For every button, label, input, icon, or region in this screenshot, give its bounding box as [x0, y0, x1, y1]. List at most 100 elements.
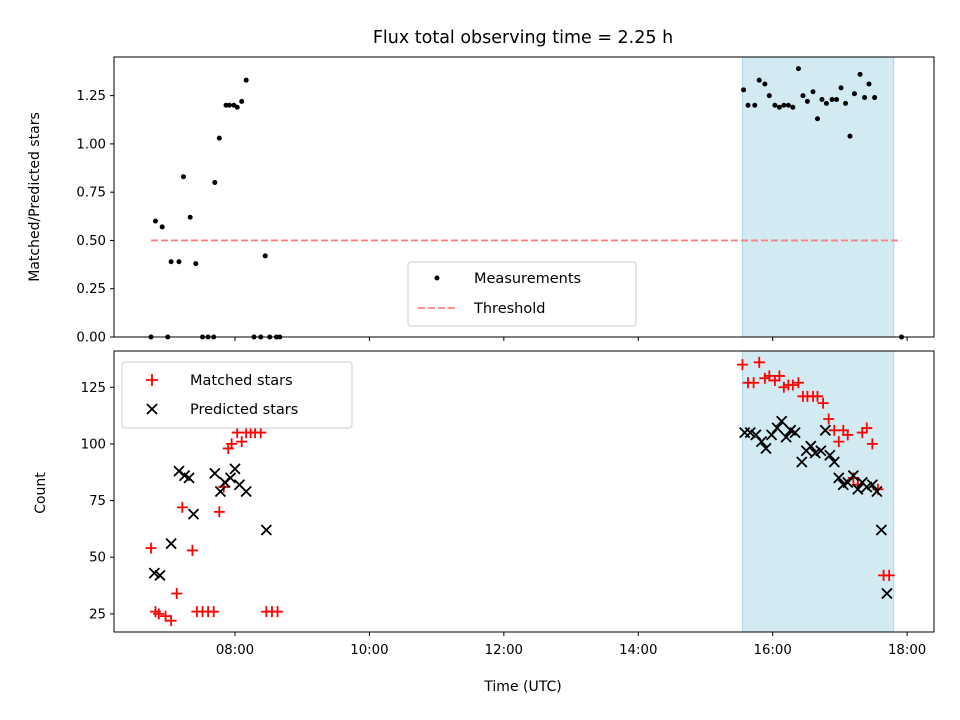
matched-star-point — [833, 436, 845, 448]
matched-star-point — [817, 397, 829, 409]
legend-predicted-marker — [146, 403, 158, 415]
measurement-point — [766, 93, 772, 99]
y-tick-label: 0.00 — [76, 331, 106, 346]
predicted-star-point — [824, 449, 836, 461]
measurement-point — [741, 87, 747, 93]
top-legend: Measurements Threshold — [407, 261, 637, 327]
predicted-star-point — [214, 485, 227, 498]
matched-star-point — [787, 379, 799, 391]
measurement-point — [847, 133, 853, 139]
matched-star-point — [145, 542, 157, 554]
measurement-point — [216, 135, 222, 141]
measurement-point — [834, 96, 840, 102]
predicted-star-point — [871, 485, 883, 498]
measurement-point — [159, 224, 165, 230]
measurement-point — [234, 104, 240, 110]
x-tick-label: 14:00 — [619, 643, 657, 658]
matched-star-point — [792, 377, 804, 389]
measurement-point — [810, 89, 816, 95]
y-tick-label: 0.25 — [76, 282, 106, 297]
measurement-point — [872, 95, 878, 101]
x-tick-label: 10:00 — [350, 643, 388, 658]
y-tick-label: 125 — [81, 381, 106, 396]
matched-star-point — [160, 610, 172, 622]
matched-star-point — [213, 506, 225, 518]
predicted-star-point — [260, 524, 272, 536]
measurement-point — [862, 95, 868, 101]
matched-star-point — [748, 377, 760, 389]
matched-star-point — [773, 370, 785, 382]
legend-measurements-marker — [434, 275, 440, 281]
matched-star-point — [823, 413, 835, 425]
matched-star-point — [272, 606, 284, 618]
highlight-span — [742, 57, 894, 337]
measurement-point — [168, 259, 174, 265]
legend-threshold-label: Threshold — [473, 301, 545, 317]
measurement-point — [843, 100, 849, 106]
top-y-axis-label: Matched/Predicted stars — [27, 112, 43, 282]
x-tick-label: 18:00 — [888, 643, 926, 658]
measurement-point — [752, 102, 758, 108]
measurement-point — [762, 81, 768, 87]
matched-star-point — [171, 587, 183, 599]
matched-star-point — [255, 427, 267, 439]
measurement-point — [800, 93, 806, 99]
predicted-star-point — [796, 456, 808, 468]
measurement-point — [226, 102, 232, 108]
predicted-star-point — [187, 508, 200, 520]
x-tick-label: 08:00 — [216, 643, 254, 658]
y-tick-label: 0.50 — [76, 234, 106, 249]
measurement-point — [781, 102, 787, 108]
matched-star-point — [226, 438, 238, 450]
predicted-star-point — [776, 415, 788, 427]
matched-star-point — [176, 501, 188, 513]
y-tick-label: 25 — [89, 607, 106, 622]
predicted-star-point — [815, 445, 827, 457]
x-axis-label: Time (UTC) — [483, 679, 561, 695]
measurement-point — [212, 180, 218, 186]
y-tick-label: 0.75 — [76, 186, 106, 201]
measurement-point — [176, 259, 182, 265]
predicted-star-point — [789, 426, 801, 439]
predicted-star-point — [828, 456, 840, 468]
measurement-point — [851, 91, 857, 97]
axes-frame — [113, 350, 935, 633]
matched-star-point — [883, 569, 895, 581]
measurement-point — [776, 104, 782, 110]
matched-star-point — [208, 606, 220, 618]
predicted-star-point — [165, 537, 177, 550]
measurement-point — [152, 218, 158, 224]
measurement-point — [785, 102, 791, 108]
axes-frame — [113, 56, 935, 338]
predicted-star-point — [819, 424, 831, 436]
predicted-star-point — [760, 442, 772, 455]
matched-star-point — [842, 429, 854, 441]
y-tick-label: 100 — [81, 437, 106, 452]
predicted-star-point — [183, 472, 195, 484]
bottom-legend: Matched stars Predicted stars — [121, 361, 353, 429]
predicted-star-point — [805, 440, 817, 452]
matched-star-point — [165, 615, 177, 627]
y-tick-label: 50 — [89, 551, 106, 566]
matched-star-point — [861, 422, 873, 434]
predicted-star-point — [224, 472, 237, 484]
measurement-point — [772, 102, 778, 108]
measurement-point — [814, 116, 820, 122]
bottom-axes: 25 50 75 100 125 08:00 10:00 12:00 14:00 16:00 18:… — [81, 350, 935, 658]
predicted-star-point — [154, 569, 166, 581]
legend-predicted-label: Predicted stars — [190, 402, 298, 418]
predicted-star-point — [240, 485, 252, 498]
measurement-point — [756, 77, 762, 83]
y-tick-label: 75 — [89, 494, 106, 509]
predicted-star-point — [852, 483, 864, 495]
y-tick-label: 1.25 — [76, 89, 106, 104]
top-legend-frame — [407, 261, 637, 327]
bottom-legend-frame — [121, 361, 353, 429]
legend-matched-label: Matched stars — [190, 373, 293, 389]
measurement-point — [804, 98, 810, 104]
x-tick-label: 16:00 — [754, 643, 792, 658]
predicted-star-point — [771, 422, 783, 434]
x-tick-label: 12:00 — [485, 643, 523, 658]
predicted-star-point — [755, 436, 768, 448]
